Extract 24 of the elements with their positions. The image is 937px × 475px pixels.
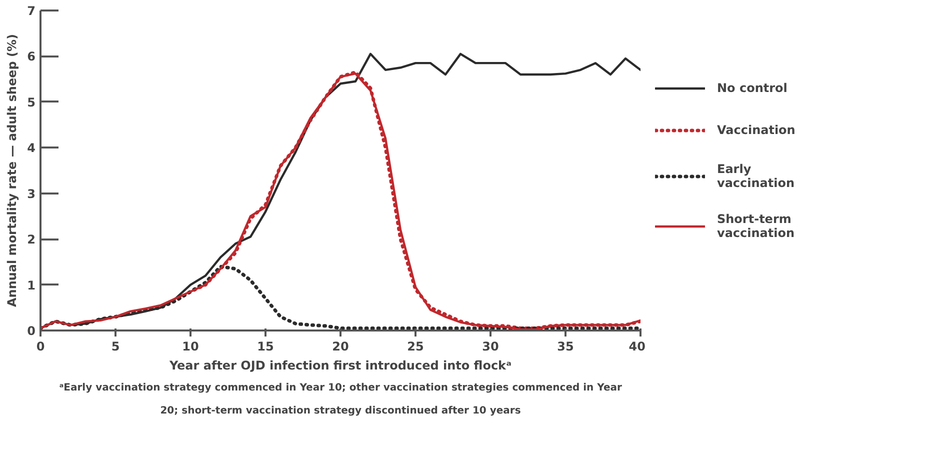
x-tick-label: 0 xyxy=(36,340,45,354)
y-tick-label: 0 xyxy=(27,324,36,338)
y-tick-label: 2 xyxy=(27,232,36,247)
text: ᵃEarly vaccination strategy commenced in Year 10; other vaccination strategies commenced in Year 20; short-term vaccination strategy discontinued after 10 years xyxy=(59,382,622,416)
x-tick-label: 30 xyxy=(482,340,499,354)
y-tick-label: 5 xyxy=(27,95,36,110)
y-tick-label: 6 xyxy=(27,50,36,64)
legend-label: Short-term vaccination xyxy=(717,212,795,240)
legend-label: Early vaccination xyxy=(717,162,795,190)
y-tick-label: 1 xyxy=(27,278,36,292)
x-tick-label: 35 xyxy=(557,340,574,354)
y-tick-label: 7 xyxy=(27,4,36,18)
y-tick-label: 3 xyxy=(27,186,36,201)
x-tick-label: 10 xyxy=(182,340,199,354)
legend-label: Vaccination xyxy=(717,123,796,137)
x-tick-label: 20 xyxy=(332,340,349,354)
y-tick-label: 4 xyxy=(27,141,36,156)
x-axis-title: Year after OJD infection first introduced into flockᵃ xyxy=(168,358,512,372)
x-tick-label: 25 xyxy=(407,340,424,354)
x-tick-label: 5 xyxy=(111,340,120,354)
x-tick-label: 15 xyxy=(257,340,274,354)
y-axis-title: Annual mortality rate — adult sheep (%) xyxy=(5,34,20,307)
legend-label: No control xyxy=(717,81,788,95)
x-tick-label: 40 xyxy=(628,340,646,354)
